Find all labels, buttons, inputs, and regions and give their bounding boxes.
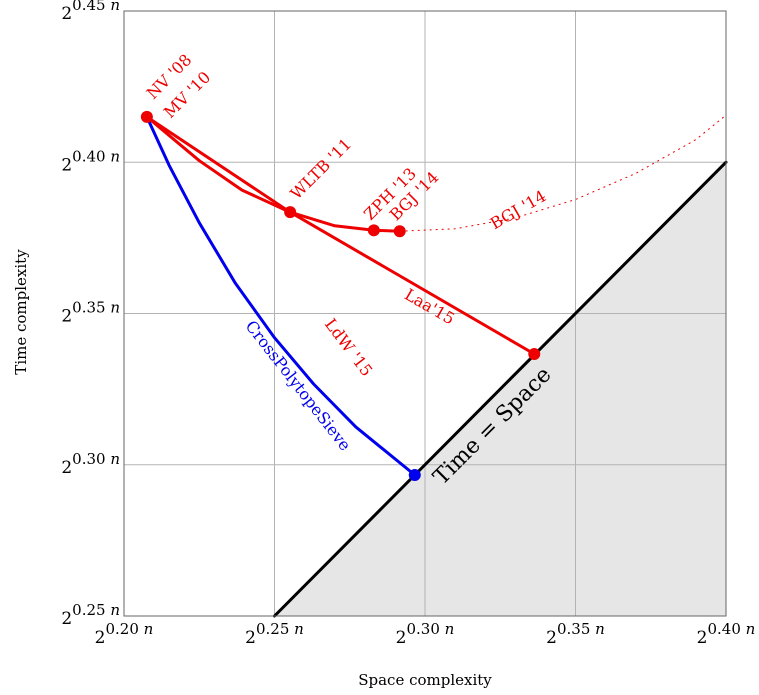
annotation-label: WLTB '11: [286, 134, 355, 203]
series-line-red-1: [145, 115, 292, 214]
x-axis-title: Space complexity: [358, 671, 492, 689]
annotation-label: Laa'15: [401, 285, 458, 329]
y-tick-label: 20.25 n: [61, 601, 120, 629]
x-tick-label: 20.20 n: [95, 620, 154, 648]
series-line-black-5: [273, 160, 728, 618]
x-tick-label: 20.35 n: [546, 620, 605, 648]
x-tick-label: 20.30 n: [396, 620, 455, 648]
y-tick-label: 20.35 n: [61, 299, 120, 327]
series-line-red-3: [399, 116, 725, 232]
x-tick-label: 20.40 n: [697, 620, 756, 648]
data-point-marker: [408, 469, 421, 482]
data-point-marker: [393, 225, 406, 238]
data-point-marker: [284, 206, 297, 219]
y-tick-label: 20.30 n: [61, 450, 120, 478]
annotation-label: BGJ '14: [487, 186, 549, 233]
series-line-red-0: [145, 115, 402, 233]
y-axis-title: Time complexity: [12, 249, 30, 375]
x-tick-label: 20.25 n: [245, 620, 304, 648]
data-point-marker: [367, 224, 380, 237]
data-point-marker: [140, 110, 153, 123]
y-tick-label: 20.40 n: [61, 147, 120, 175]
annotation-label: LdW '15: [321, 315, 377, 380]
plot-frame: [123, 10, 727, 617]
y-tick-label: 20.45 n: [61, 0, 120, 24]
series-line-blue-4: [145, 115, 417, 477]
series-line-red-2: [288, 210, 536, 356]
data-point-marker: [528, 348, 541, 361]
